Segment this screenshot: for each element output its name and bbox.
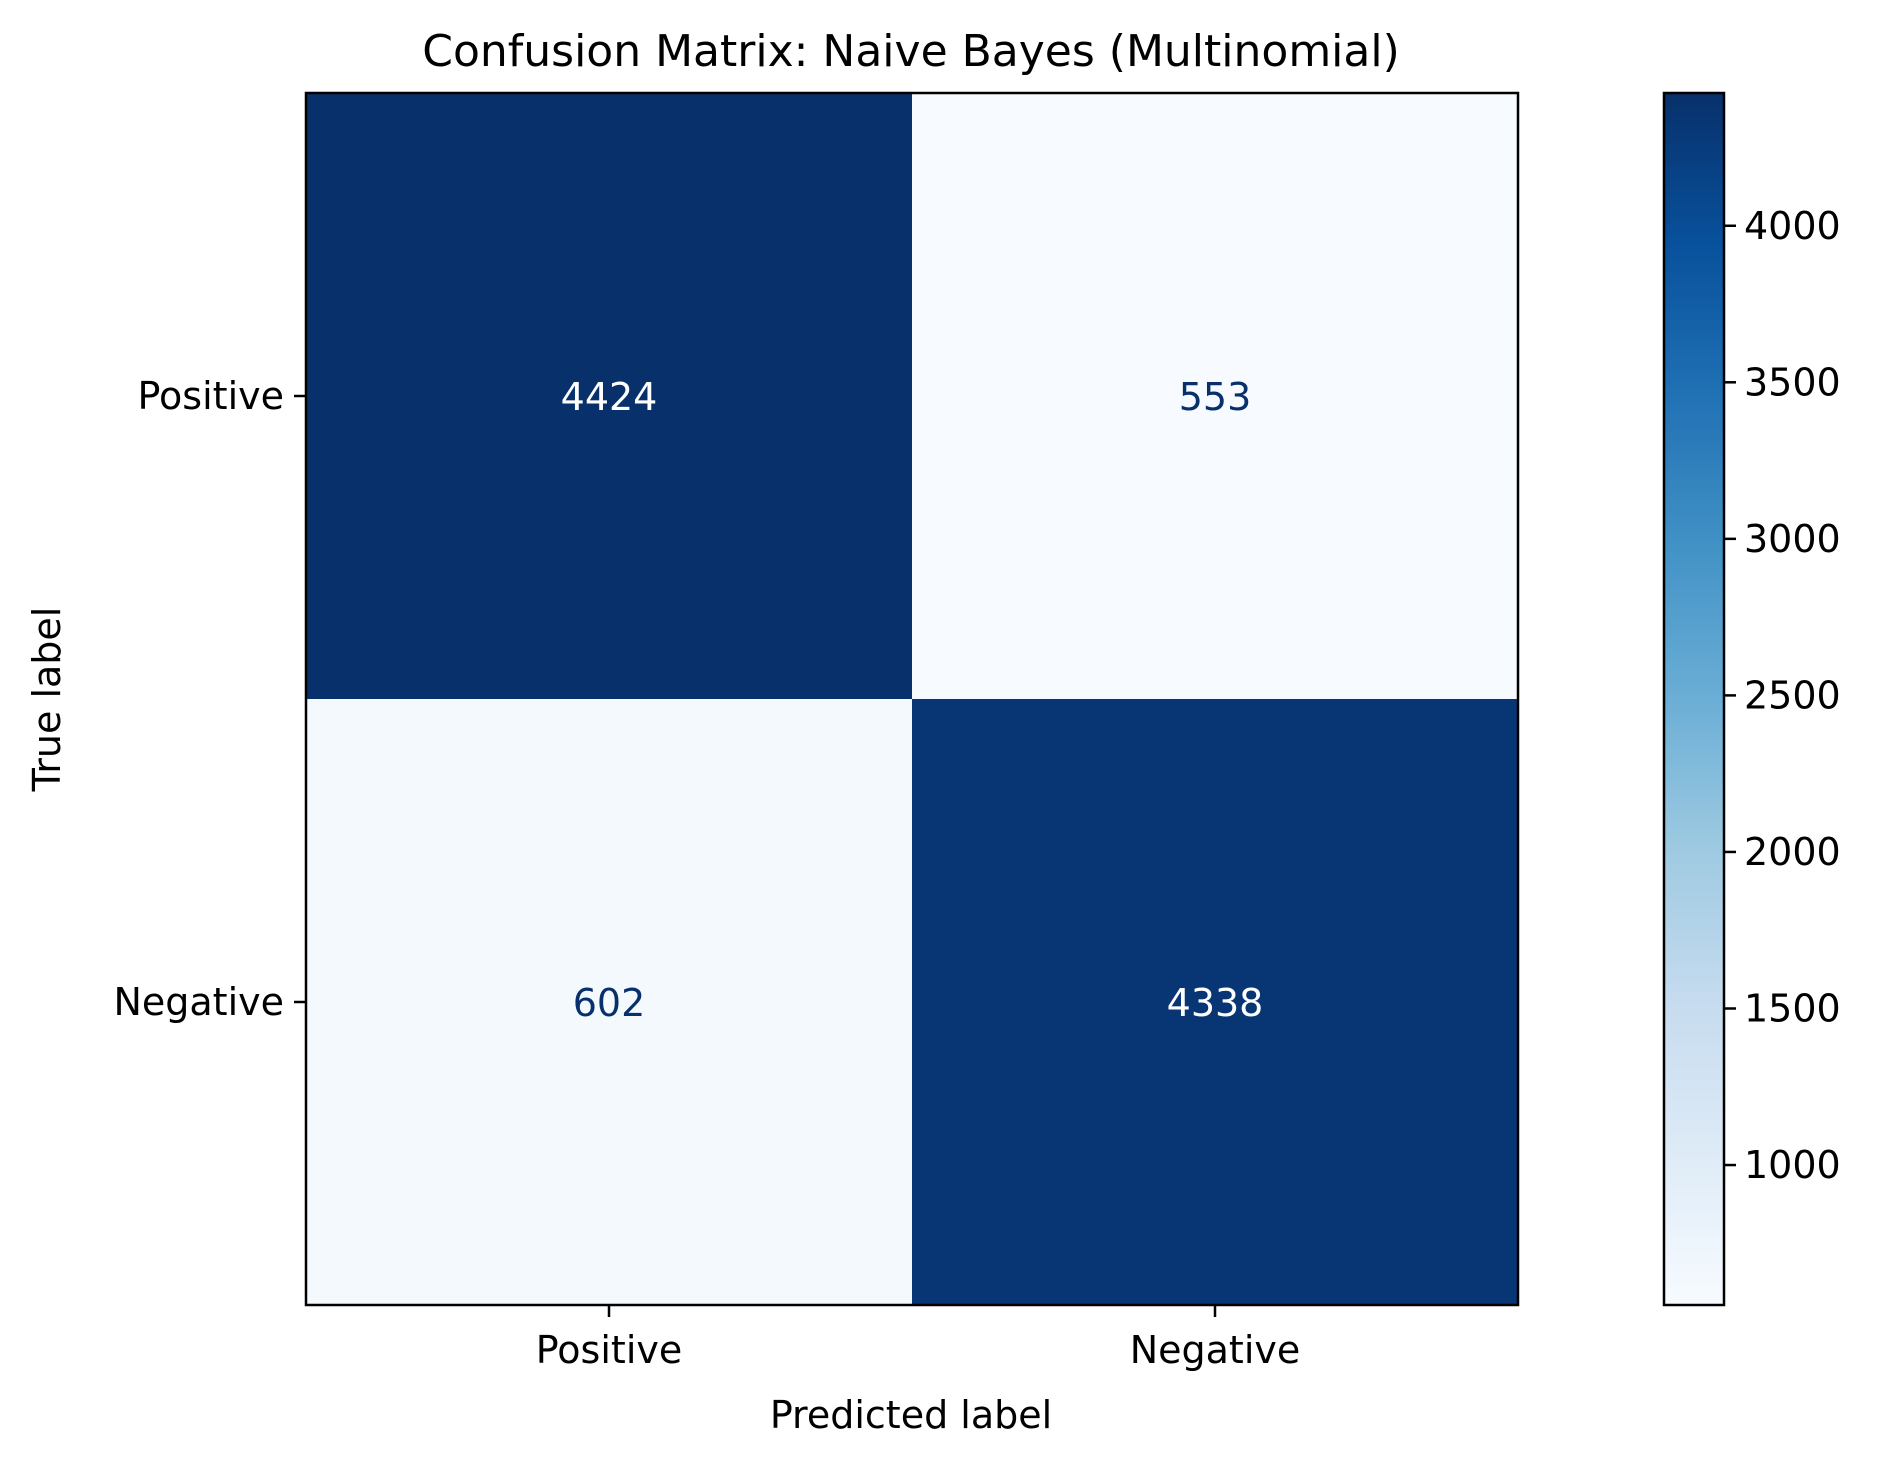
chart-title: Confusion Matrix: Naive Bayes (Multinomi…	[422, 26, 1400, 77]
cell-value-label: 553	[1179, 375, 1252, 419]
cell-value-label: 4424	[561, 375, 658, 419]
colorbar-tick-label: 1500	[1744, 986, 1841, 1030]
y-tick-label: Negative	[113, 980, 284, 1024]
colorbar-tick-label: 3000	[1744, 517, 1841, 561]
colorbar-tick-label: 4000	[1744, 204, 1841, 248]
cell-value-label: 602	[573, 981, 646, 1025]
y-tick-label: Positive	[138, 374, 285, 418]
cell-value-label: 4338	[1167, 981, 1264, 1025]
matrix-cells: 4424 553 602 4338	[306, 93, 1518, 1305]
colorbar-tick-label: 3500	[1744, 360, 1841, 404]
matrix-cell-0-0	[306, 93, 912, 699]
colorbar-tick-label: 2500	[1744, 673, 1841, 717]
colorbar-tick-label: 1000	[1744, 1143, 1841, 1187]
y-axis-ticks: Positive Negative	[113, 374, 306, 1024]
x-axis-ticks: Positive Negative	[536, 1305, 1301, 1372]
x-axis-label: Predicted label	[770, 1393, 1052, 1437]
colorbar-tick-label: 2000	[1744, 830, 1841, 874]
matrix-cell-1-0	[306, 699, 912, 1305]
matrix-cell-1-1	[912, 699, 1518, 1305]
colorbar-ticks: 1000 1500 2000 2500 3000 3500 4000	[1724, 204, 1841, 1187]
matrix-cell-0-1	[912, 93, 1518, 699]
x-tick-label: Negative	[1130, 1328, 1301, 1372]
y-axis-label: True label	[25, 607, 69, 793]
x-tick-label: Positive	[536, 1328, 683, 1372]
plot-frame	[304, 91, 1520, 1307]
colorbar	[1662, 91, 1726, 1307]
